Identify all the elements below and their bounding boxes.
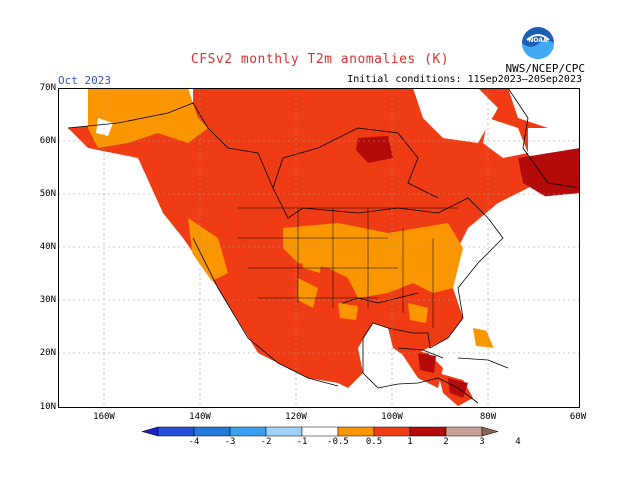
colorbar-label: -1 <box>296 437 308 447</box>
colorbar-label: 3 <box>479 437 485 447</box>
colorbar-segment <box>193 426 231 437</box>
lat-label: 20N <box>39 348 56 358</box>
forecast-month: Oct 2023 <box>58 74 111 87</box>
graticule <box>58 88 580 408</box>
lon-label: 120W <box>285 412 307 422</box>
colorbar-segment <box>157 426 195 437</box>
lon-label: 160W <box>93 412 115 422</box>
credit-label: NWS/NCEP/CPC <box>505 62 585 75</box>
colorbar <box>141 426 499 437</box>
colorbar-label: -4 <box>188 437 200 447</box>
lon-label: 60W <box>569 412 587 422</box>
colorbar-segment <box>409 426 447 437</box>
colorbar-label: 1 <box>407 437 413 447</box>
colorbar-arrow-high <box>481 426 499 437</box>
colorbar-segment <box>373 426 411 437</box>
lon-label: 80W <box>479 412 497 422</box>
colorbar-segment <box>301 426 339 437</box>
lat-label: 50N <box>39 189 56 199</box>
anomaly-map <box>58 88 580 408</box>
colorbar-label: -2 <box>260 437 272 447</box>
lat-label: 30N <box>39 295 56 305</box>
lon-label: 100W <box>381 412 403 422</box>
anomaly-field-white <box>58 88 580 408</box>
state-borders <box>238 207 458 328</box>
colorbar-segment <box>229 426 267 437</box>
noaa-logo-text: NOAA <box>528 37 548 44</box>
colorbar-label: 0.5 <box>365 437 383 447</box>
lat-label: 60N <box>39 136 56 146</box>
colorbar-segment <box>337 426 375 437</box>
lat-label: 40N <box>39 242 56 252</box>
noaa-logo: NOAA <box>521 26 555 60</box>
colorbar-segment <box>445 426 483 437</box>
lat-label: 10N <box>39 402 56 412</box>
colorbar-arrow-low <box>141 426 159 437</box>
colorbar-label: -0.5 <box>327 437 349 447</box>
colorbar-segment <box>265 426 303 437</box>
initial-conditions: Initial conditions: 11Sep2023–20Sep2023 <box>347 74 582 85</box>
colorbar-label: -3 <box>224 437 236 447</box>
colorbar-label: 4 <box>515 437 521 447</box>
colorbar-label: 2 <box>443 437 449 447</box>
chart-title: CFSv2 monthly T2m anomalies (K) <box>190 52 450 67</box>
lon-label: 140W <box>189 412 211 422</box>
coastlines <box>67 88 580 404</box>
lat-label: 70N <box>39 83 56 93</box>
